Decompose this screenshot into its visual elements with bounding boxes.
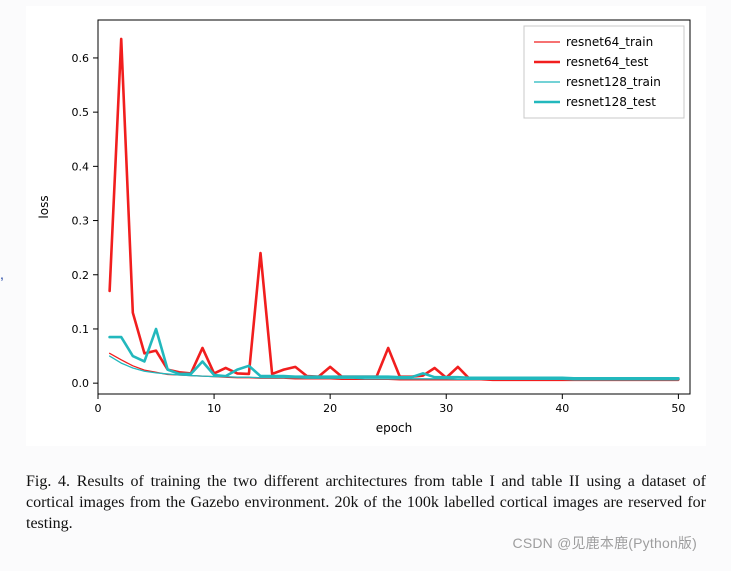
loss-chart: 0 10 20 30 40 50 0.0 0.1 0.2 0.3 0.4 0.5 0.6 epoch los…: [26, 6, 706, 446]
svg-text:10: 10: [207, 402, 221, 415]
svg-text:0: 0: [95, 402, 102, 415]
figure-caption: Fig. 4. Results of training the two diff…: [26, 472, 706, 534]
figure-container: 0 10 20 30 40 50 0.0 0.1 0.2 0.3 0.4 0.5 0.6 epoch los…: [26, 6, 726, 534]
svg-text:50: 50: [671, 402, 685, 415]
svg-text:resnet64_train: resnet64_train: [566, 35, 653, 49]
svg-text:20: 20: [323, 402, 337, 415]
watermark-text: CSDN @见鹿本鹿(Python版): [513, 533, 697, 553]
svg-text:0.6: 0.6: [72, 52, 90, 65]
svg-text:0.5: 0.5: [72, 106, 90, 119]
svg-text:0.4: 0.4: [72, 160, 90, 173]
cropped-left-text: ,: [0, 266, 5, 284]
svg-text:0.2: 0.2: [72, 269, 90, 282]
svg-text:30: 30: [439, 402, 453, 415]
svg-text:epoch: epoch: [376, 421, 413, 435]
chart-svg: 0 10 20 30 40 50 0.0 0.1 0.2 0.3 0.4 0.5 0.6 epoch los…: [26, 6, 706, 446]
svg-text:resnet64_test: resnet64_test: [566, 55, 649, 69]
svg-text:resnet128_train: resnet128_train: [566, 75, 661, 89]
svg-text:0.3: 0.3: [72, 215, 90, 228]
svg-text:40: 40: [555, 402, 569, 415]
svg-text:resnet128_test: resnet128_test: [566, 95, 656, 109]
svg-text:0.0: 0.0: [72, 377, 90, 390]
svg-text:0.1: 0.1: [72, 323, 90, 336]
svg-text:loss: loss: [37, 195, 51, 218]
